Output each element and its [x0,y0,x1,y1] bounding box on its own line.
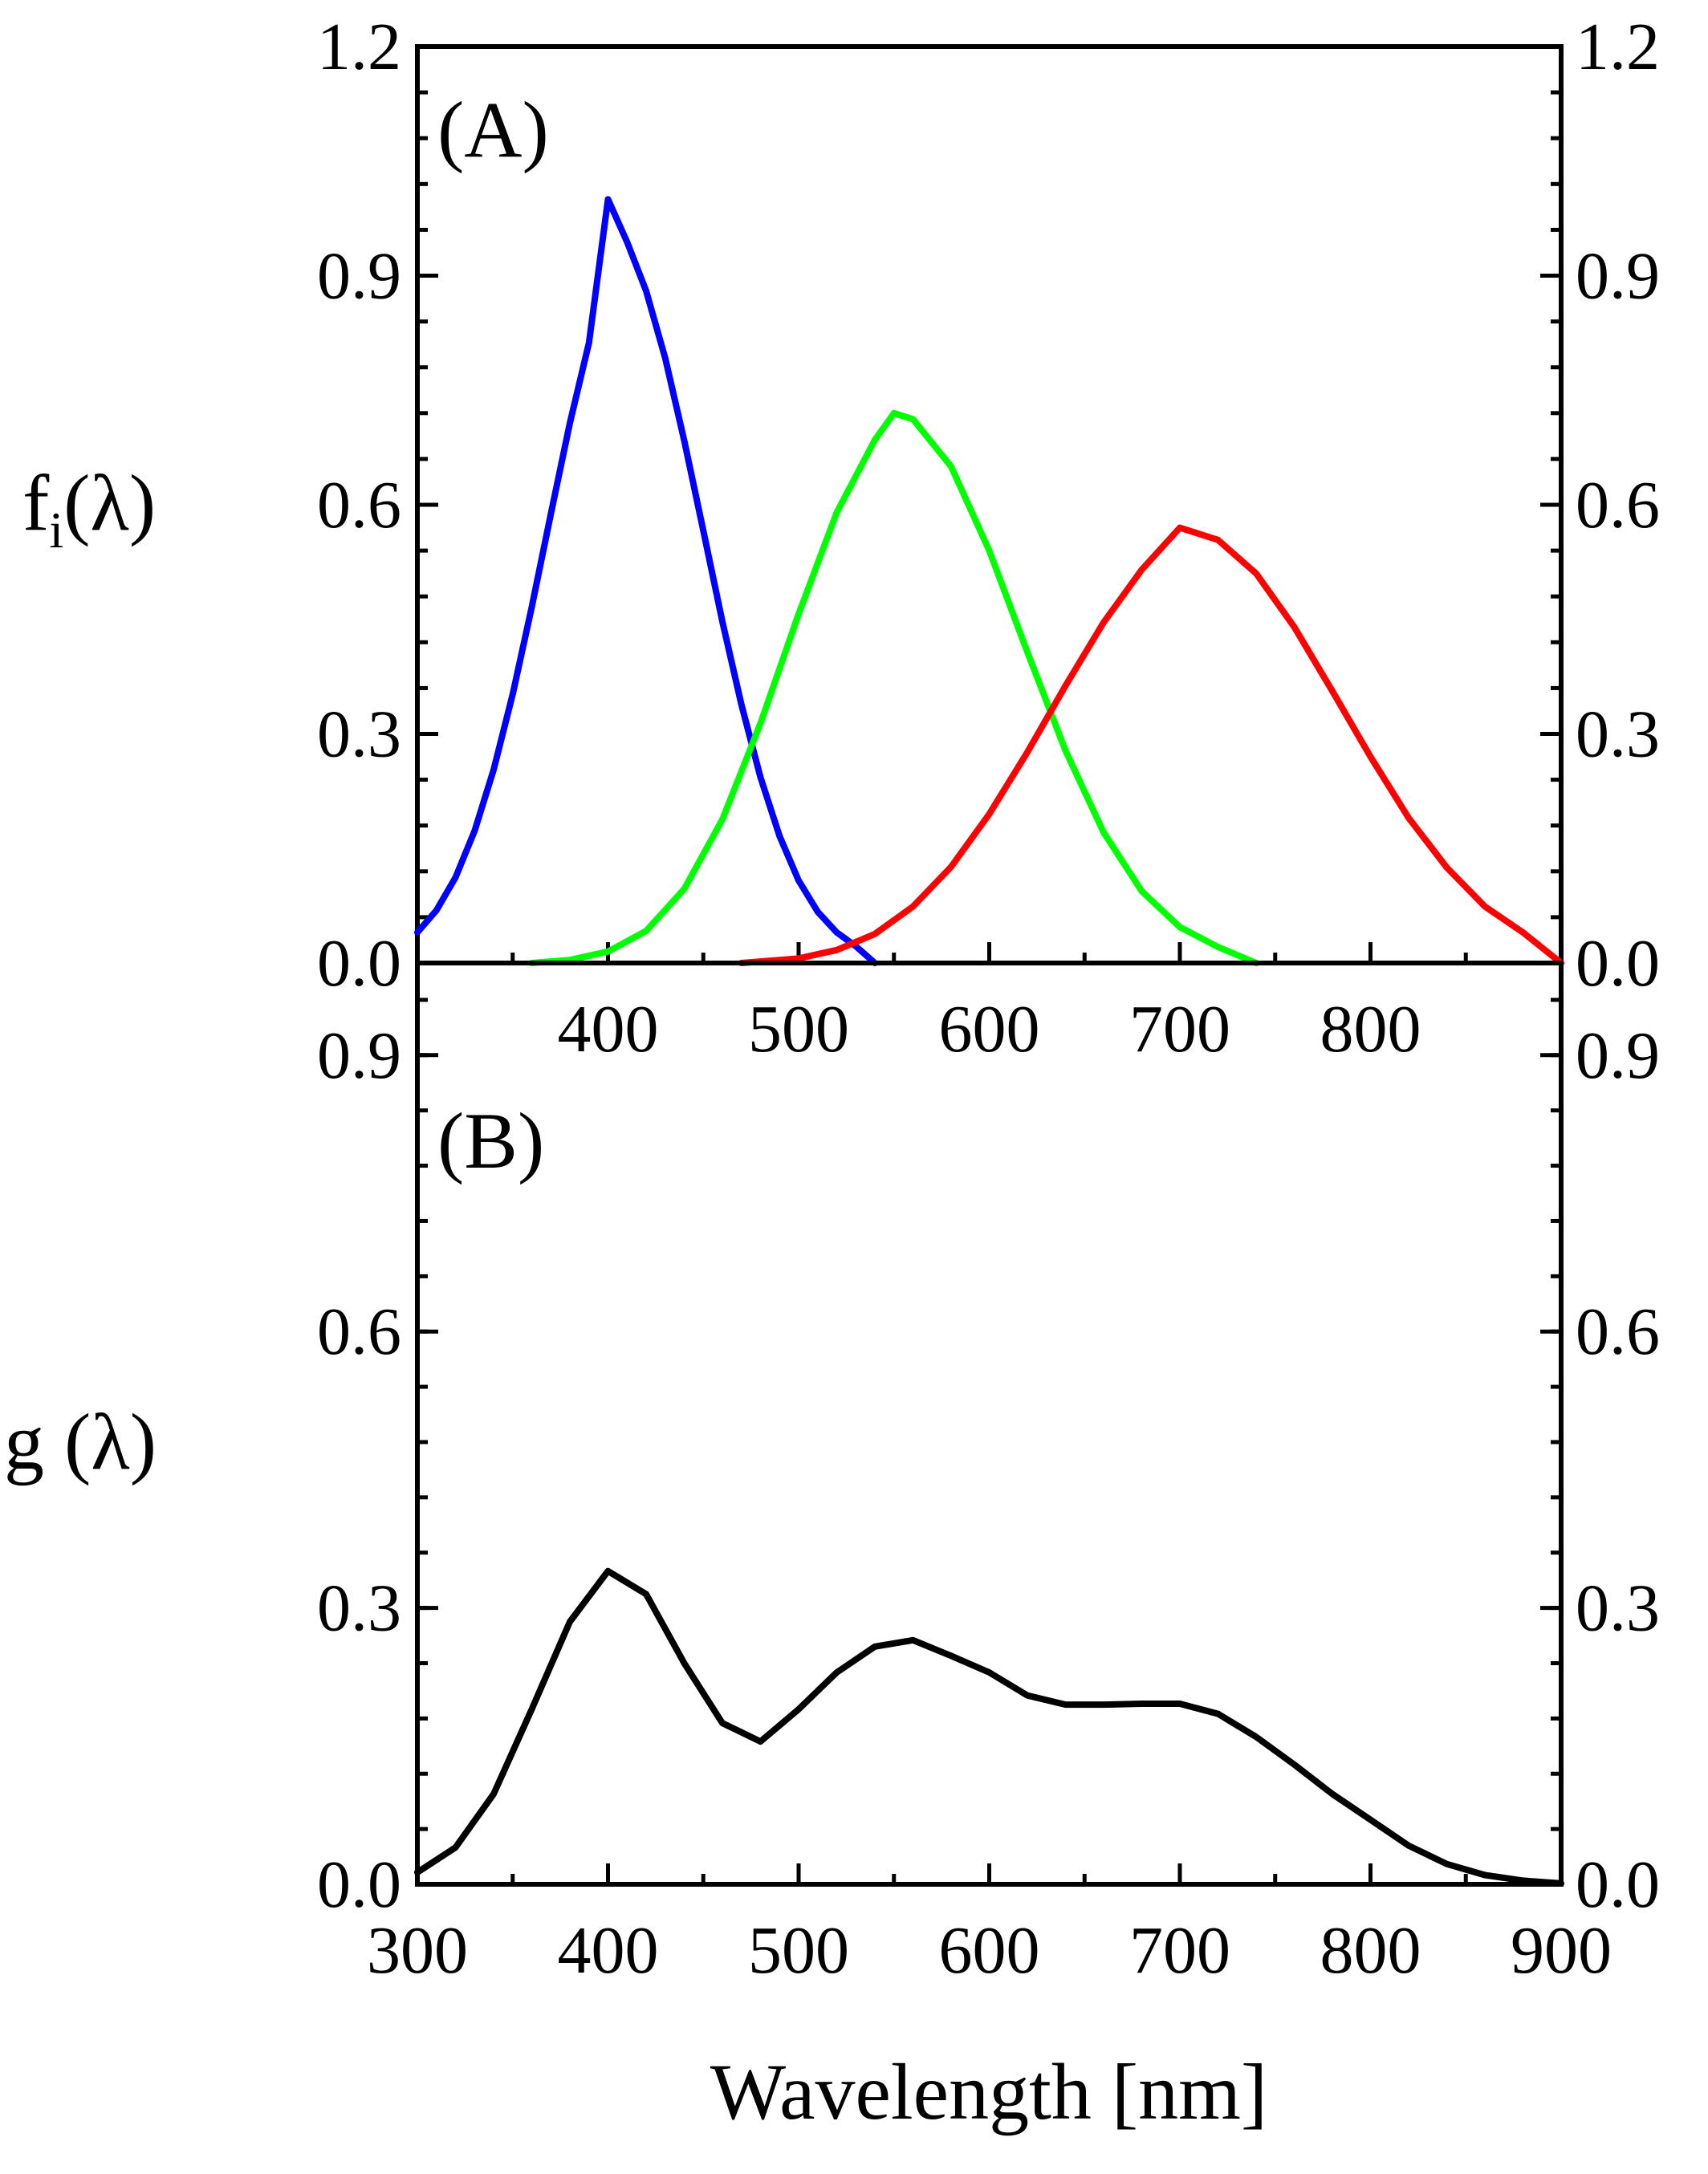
panel-b-label: (B) [437,1096,544,1185]
panel-a-right-y-tick-label: 0.3 [1576,697,1660,772]
panel-b-right-y-tick-label: 0.9 [1576,1018,1660,1093]
panel-a-x-tick-label: 700 [1129,992,1230,1067]
panel-b-x-tick-label: 900 [1511,1913,1612,1988]
panel-b-plot: 0.0 0.0 0.3 0.3 0.6 0.6 0.9 0.9 300 400 500 600 700 8… [4,961,1660,2136]
panel-b-y-tick-label: 0.0 [317,1847,401,1922]
panel-b-y-tick-label: 0.9 [317,1018,401,1093]
panel-b-y-axis-title: g (λ) [4,1397,157,1486]
panel-b-x-tick-label: 300 [367,1913,468,1988]
panel-b-x-tick-label: 500 [748,1913,849,1988]
panel-b-y-tick-label: 0.6 [317,1294,401,1369]
panel-a-frame [415,44,1564,965]
panel-b-x-tick-label: 800 [1320,1913,1421,1988]
panel-a-right-y-tick-label: 0.0 [1576,926,1660,1001]
panel-a-x-tick-label: 800 [1320,992,1421,1067]
panel-b-x-tick-label: 700 [1129,1913,1230,1988]
panel-a-label: (A) [437,85,549,174]
panel-b-right-y-tick-label: 0.0 [1576,1847,1660,1922]
panel-b-x-tick-label: 400 [558,1913,659,1988]
panel-b-right-y-tick-label: 0.6 [1576,1294,1660,1369]
panel-a-series-0-line [414,196,878,966]
panel-a-x-tick-label: 400 [558,992,659,1067]
panel-a-y-tick-label: 0.6 [317,468,401,542]
panel-b-right-y-tick-label: 0.3 [1576,1571,1660,1646]
panel-b-series-0-line [414,1567,1564,1887]
panel-a-y-axis-title: fi(λ) [22,458,156,559]
panel-a-y-tick-label: 0.0 [317,926,401,1001]
x-axis-title: Wavelength [nm] [710,2047,1267,2136]
panel-a-right-y-tick-label: 0.6 [1576,468,1660,542]
panel-a-plot: 0.0 0.0 0.3 0.3 0.6 0.6 0.9 0.9 1.2 1.2 400 500 600 7… [22,10,1660,1067]
panel-a-y-tick-label: 1.2 [317,10,401,84]
panel-a-y-tick-label: 0.3 [317,697,401,772]
panel-a-right-y-tick-label: 1.2 [1576,10,1660,84]
panel-a-x-tick-label: 600 [939,992,1040,1067]
panel-a-y-tick-label: 0.9 [317,239,401,314]
panel-b-x-tick-label: 600 [939,1913,1040,1988]
panel-b-frame [415,961,1564,1887]
panel-a-series-1-line [528,409,1259,966]
panel-a-series-2-line [738,524,1564,966]
panel-a-right-y-tick-label: 0.9 [1576,239,1660,314]
panel-b-y-tick-label: 0.3 [317,1571,401,1646]
panel-a-x-tick-label: 500 [748,992,849,1067]
